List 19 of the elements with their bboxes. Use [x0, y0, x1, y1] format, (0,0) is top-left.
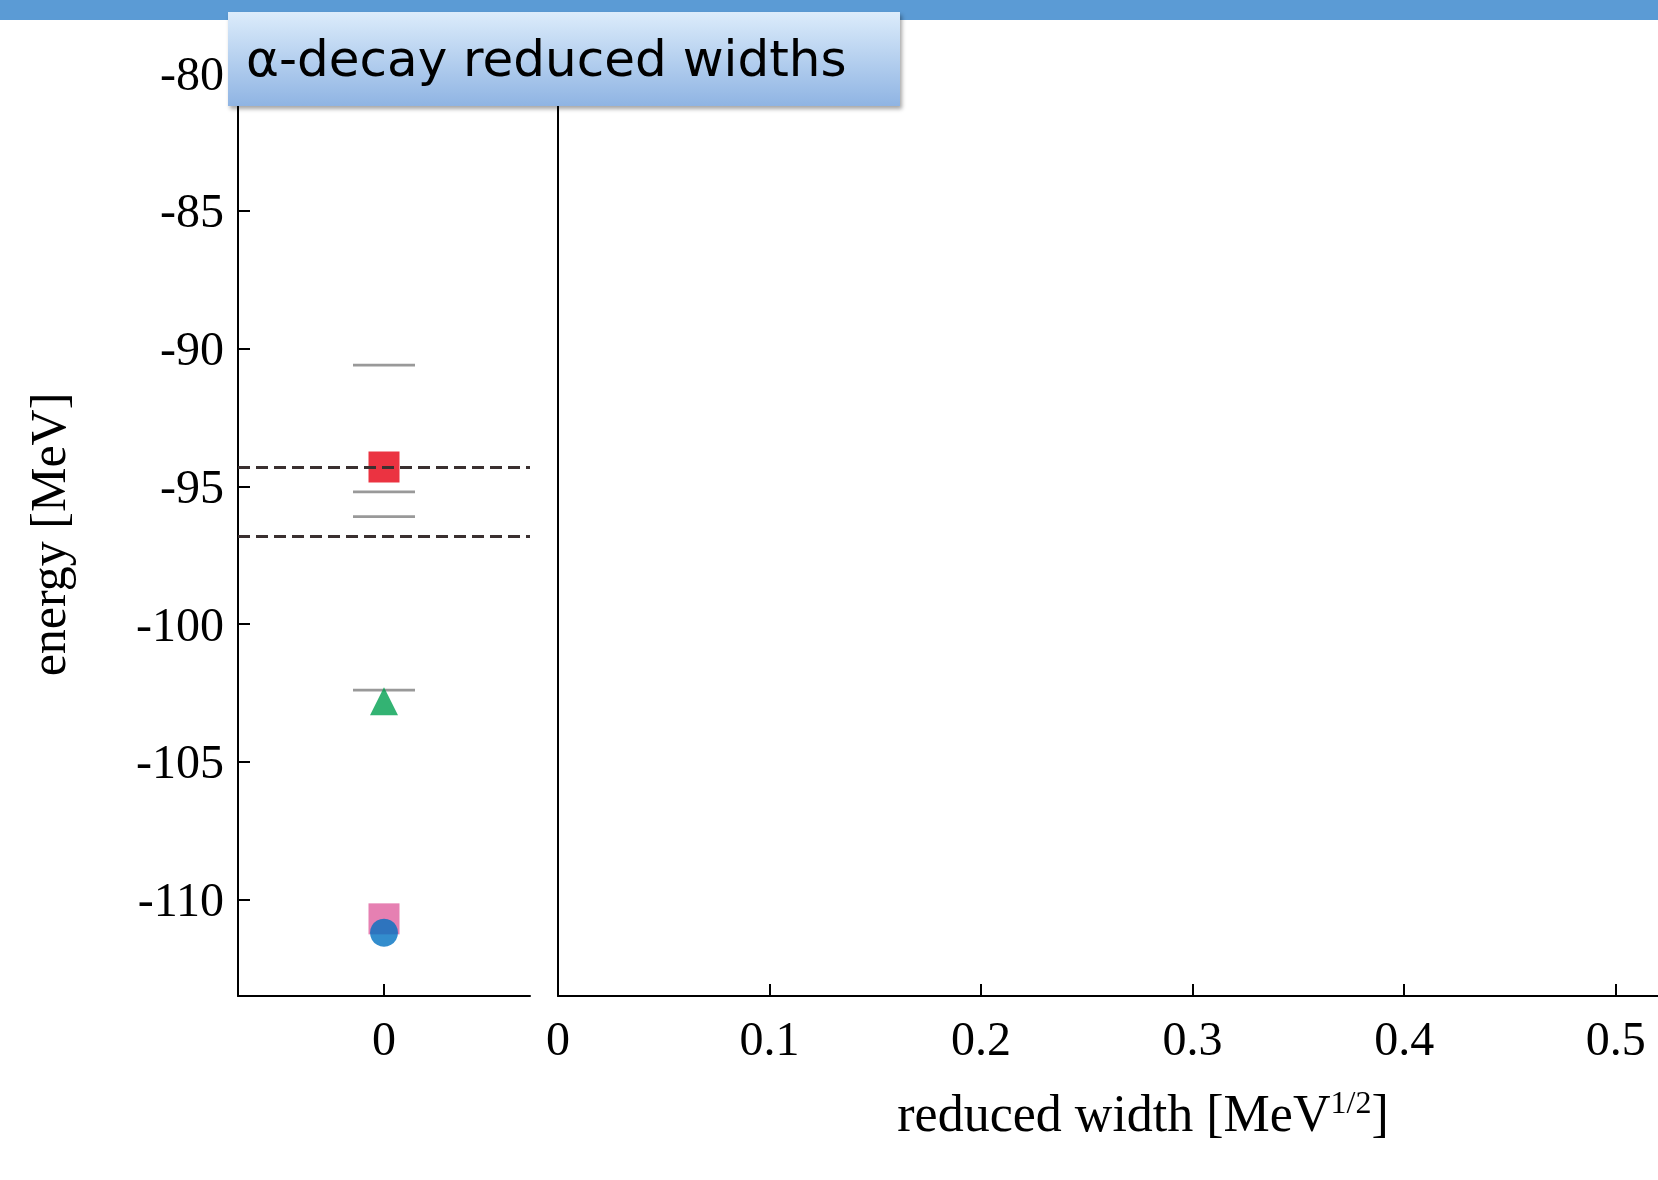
y-tick-label: -85	[160, 184, 224, 238]
chart-title: α-decay reduced widths	[228, 12, 900, 106]
y-tick-label: -90	[160, 322, 224, 376]
x-tick-label: 0	[372, 1011, 396, 1065]
x-tick-label: 0.3	[1162, 1011, 1223, 1065]
x-tick-label: 0.5	[1585, 1011, 1646, 1065]
bar	[353, 490, 415, 494]
x-tick-label: 0	[546, 1011, 570, 1065]
y-tick-label: -80	[160, 46, 224, 100]
y-tick-label: -105	[136, 735, 224, 789]
bar	[353, 688, 415, 692]
x-tick-label: 0.2	[951, 1011, 1012, 1065]
y-tick-label: -100	[136, 597, 224, 651]
bar	[353, 515, 415, 518]
y-tick-label: -95	[160, 459, 224, 513]
x-tick-label: 0.4	[1374, 1011, 1435, 1065]
x-tick-label: 0.1	[739, 1011, 800, 1065]
y-tick-label: -110	[137, 873, 224, 927]
y-axis-title: energy [MeV]	[20, 392, 76, 677]
